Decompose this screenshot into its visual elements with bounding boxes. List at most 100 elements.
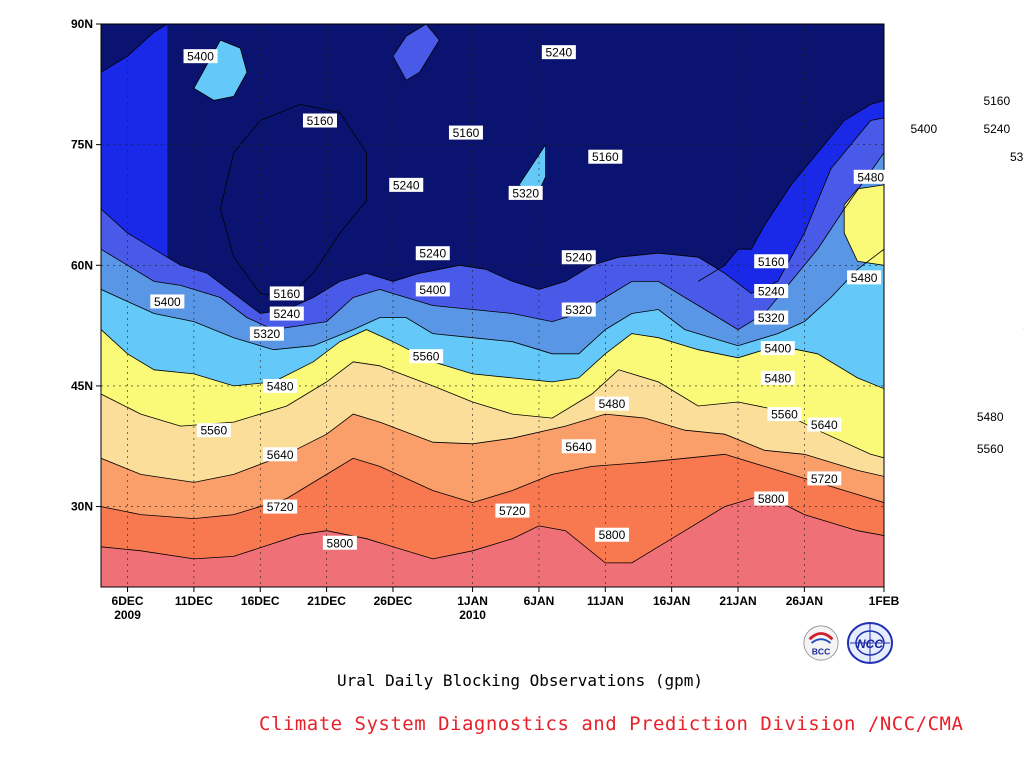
x-tick-label: 26JAN [786, 594, 823, 608]
contour-label: 5480 [973, 409, 1008, 424]
plot-area [101, 24, 884, 587]
x-tick-label: 6JAN [524, 594, 555, 608]
contour-label-box [183, 49, 218, 64]
chart-title: Ural Daily Blocking Observations (gpm) [336, 671, 704, 690]
contour-label-text: 5240 [419, 247, 446, 261]
contour-label: 5160 [754, 254, 789, 269]
contour-label-text: 5480 [851, 271, 878, 285]
contour-label-text: 5240 [273, 307, 300, 321]
contour-label-text: 5480 [267, 379, 294, 393]
contour-label-box [415, 246, 450, 261]
contour-label-text: 5560 [771, 408, 798, 422]
contour-label-box [1019, 318, 1024, 333]
x-tick-label: 6DEC [112, 594, 144, 608]
contour-label: 5240 [269, 306, 304, 321]
contour-line-5400 [101, 248, 884, 355]
contour-label-text: 5320 [758, 311, 785, 325]
plot-frame [100, 23, 885, 588]
contour-label-box [448, 125, 483, 140]
contour-label-box [754, 491, 789, 506]
contour-label-box [906, 121, 941, 136]
contour-label-box [807, 417, 842, 432]
contour-label-text: 5400 [187, 50, 214, 64]
contour-label-text: 5640 [267, 448, 294, 462]
contour-label-box [196, 423, 231, 438]
contour-label-text: 5400 [910, 122, 937, 136]
x-tick-label: 1JAN [457, 594, 488, 608]
cell-5320 [393, 24, 440, 81]
contour-label-box [322, 535, 357, 550]
contour-label-text: 5480 [599, 397, 626, 411]
contour-label: 5160 [302, 113, 337, 128]
contour-label: 5400 [906, 121, 941, 136]
contour-label-text: 5240 [983, 122, 1010, 136]
contour-label: 5480 [853, 169, 888, 184]
contour-label-box [263, 447, 298, 462]
contour-label-box [561, 302, 596, 317]
contour-label-box [973, 441, 1008, 456]
contour-label: 5640 [807, 417, 842, 432]
contour-label: 5720 [807, 471, 842, 486]
contour-label-text: 5480 [977, 410, 1004, 424]
contour-label-box [269, 286, 304, 301]
contour-label-text: 5560 [413, 350, 440, 364]
contour-label-box [302, 113, 337, 128]
contour-label: 5720 [263, 499, 298, 514]
y-tick-label: 60N [71, 258, 93, 272]
contour-label-text: 5720 [499, 504, 526, 518]
contour-label: 5400 [415, 282, 450, 297]
contour-label-box [1006, 149, 1024, 164]
contour-label-box [561, 439, 596, 454]
contour-label-box [508, 185, 543, 200]
bcc-logo-text: BCC [812, 646, 831, 656]
contour-label-text: 5320 [512, 186, 539, 200]
contour-label-text: 5240 [758, 285, 785, 299]
contour-label-box [150, 294, 185, 309]
contour-label-box [269, 306, 304, 321]
contour-label-box [415, 282, 450, 297]
contour-label-box [495, 503, 530, 518]
contour-label: 5240 [754, 284, 789, 299]
credit-text: Climate System Diagnostics and Predictio… [259, 713, 964, 735]
contour-label: 5560 [973, 441, 1008, 456]
contour-label: 5320 [754, 310, 789, 325]
x-tick-label: 11DEC [175, 594, 213, 608]
contour-label-text: 5640 [811, 418, 838, 432]
contour-label: 5560 [196, 423, 231, 438]
contour-label-text: 5240 [565, 251, 592, 265]
contour-label-box [760, 341, 795, 356]
contour-label-text: 5320 [1010, 150, 1024, 164]
contour-label-text: 5160 [758, 255, 785, 269]
contour-label-text: 5480 [764, 371, 791, 385]
contour-label: 5480 [263, 378, 298, 393]
contour-label: 5240 [979, 121, 1014, 136]
contour-label: 5160 [979, 93, 1014, 108]
contour-label-box [754, 284, 789, 299]
y-tick-label: 30N [71, 500, 93, 514]
contour-label-box [847, 270, 882, 285]
contour-label: 5480 [847, 270, 882, 285]
x-tick-label: 11JAN [587, 594, 624, 608]
contour-label-text: 5480 [857, 170, 884, 184]
contour-label: 5240 [389, 177, 424, 192]
contour-label-box [767, 407, 802, 422]
ncc-logo-icon: NCC [847, 622, 893, 664]
contour-label-box [541, 45, 576, 60]
contour-line-5800 [101, 494, 884, 564]
y-tick-label: 75N [71, 138, 93, 152]
contour-line-5480 [843, 184, 884, 266]
contour-label-text: 5160 [453, 126, 480, 140]
contour-label: 5400 [183, 49, 218, 64]
contour-label-box [263, 499, 298, 514]
contour-label-box [807, 471, 842, 486]
contour-label-text: 5720 [811, 472, 838, 486]
y-tick-label: 90N [71, 17, 93, 31]
contour-label-box [594, 396, 629, 411]
contour-label-text: 5160 [273, 287, 300, 301]
contour-label: 5800 [754, 491, 789, 506]
x-tick-label: 21JAN [719, 594, 756, 608]
contour-label-text: 5400 [154, 295, 181, 309]
contour-label: 5240 [561, 250, 596, 265]
